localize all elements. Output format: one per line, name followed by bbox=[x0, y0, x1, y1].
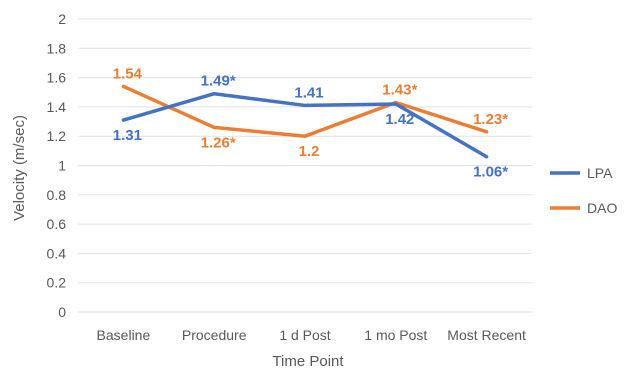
legend-label-lpa: LPA bbox=[587, 165, 613, 181]
data-label-dao: 1.43* bbox=[382, 82, 417, 99]
gridlines bbox=[78, 18, 532, 313]
y-tick-label: 1 bbox=[58, 158, 66, 174]
legend: LPA DAO bbox=[550, 165, 617, 216]
y-tick-label: 1.2 bbox=[47, 128, 67, 144]
data-label-dao: 1.23* bbox=[473, 111, 508, 128]
x-tick-label: Baseline bbox=[97, 327, 151, 343]
data-label-lpa: 1.31 bbox=[113, 127, 142, 144]
x-axis-title: Time Point bbox=[272, 353, 344, 370]
y-tick-label: 2 bbox=[58, 11, 66, 27]
series-line-dao bbox=[121, 84, 489, 138]
series-lines bbox=[121, 84, 489, 159]
x-tick-label: Most Recent bbox=[447, 327, 526, 343]
legend-label-dao: DAO bbox=[587, 200, 617, 216]
data-label-lpa: 1.41 bbox=[294, 84, 323, 101]
y-axis-title: Velocity (m/sec) bbox=[11, 115, 28, 221]
series-line-lpa bbox=[121, 91, 489, 159]
x-tick-label: Procedure bbox=[182, 327, 247, 343]
data-label-dao: 1.54 bbox=[113, 65, 143, 82]
x-tick-label: 1 d Post bbox=[279, 327, 330, 343]
y-tick-label: 0 bbox=[58, 304, 66, 320]
y-tick-label: 0.8 bbox=[47, 187, 67, 203]
y-tick-label: 0.6 bbox=[47, 216, 67, 232]
data-label-lpa: 1.42 bbox=[385, 111, 414, 128]
y-axis-ticks: 0 0.2 0.4 0.6 0.8 1 1.2 1.4 1.6 1.8 2 bbox=[47, 11, 67, 320]
y-tick-label: 1.6 bbox=[47, 70, 67, 86]
y-tick-label: 1.8 bbox=[47, 40, 67, 56]
x-tick-label: 1 mo Post bbox=[364, 327, 427, 343]
y-tick-label: 0.2 bbox=[47, 275, 67, 291]
y-tick-label: 1.4 bbox=[47, 99, 67, 115]
data-labels: 1.31 1.49* 1.41 1.42 1.06* 1.54 1.26* 1.2 1.43* 1… bbox=[113, 65, 508, 180]
x-axis-ticks: Baseline Procedure 1 d Post 1 mo Post Most R… bbox=[97, 327, 526, 343]
data-label-dao: 1.2 bbox=[299, 143, 320, 160]
y-tick-label: 0.4 bbox=[47, 245, 67, 261]
data-label-lpa: 1.49* bbox=[201, 73, 236, 90]
data-label-lpa: 1.06* bbox=[473, 164, 508, 181]
data-label-dao: 1.26* bbox=[201, 134, 236, 151]
